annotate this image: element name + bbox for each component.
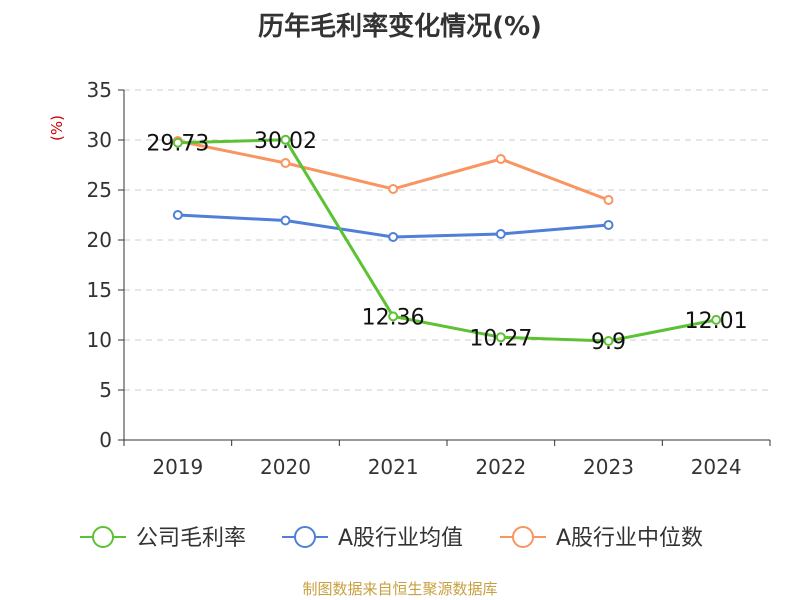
legend-marker xyxy=(294,526,316,548)
series-line xyxy=(177,138,717,343)
data-point xyxy=(280,134,291,145)
x-tick-label: 2019 xyxy=(152,455,203,479)
y-tick-label: 5 xyxy=(99,378,112,402)
data-point xyxy=(388,311,399,322)
data-point xyxy=(603,336,614,346)
data-label: 10.27 xyxy=(469,326,532,351)
y-tick-label: 10 xyxy=(87,328,112,352)
data-point xyxy=(603,195,614,205)
data-point xyxy=(172,210,183,220)
data-label: 12.01 xyxy=(685,309,748,334)
data-point xyxy=(388,184,399,194)
data-label: 30.02 xyxy=(254,129,317,154)
legend-label: A股行业中位数 xyxy=(556,526,703,551)
y-tick-label: 25 xyxy=(87,178,112,202)
data-point xyxy=(495,332,506,343)
data-point xyxy=(603,220,614,230)
legend-marker xyxy=(92,526,114,548)
y-tick-label: 30 xyxy=(87,128,112,152)
legend-marker xyxy=(512,526,534,548)
x-tick-label: 2020 xyxy=(260,455,311,479)
data-label: 9.9 xyxy=(591,330,626,355)
y-tick-label: 20 xyxy=(87,228,112,252)
x-tick-label: 2024 xyxy=(691,455,742,479)
data-label: 29.73 xyxy=(146,132,209,157)
data-point xyxy=(388,232,399,242)
data-point xyxy=(711,314,722,325)
data-point xyxy=(495,154,506,164)
chart-title: 历年毛利率变化情况(%) xyxy=(258,12,542,42)
y-tick-label: 0 xyxy=(99,428,112,452)
data-point xyxy=(280,215,291,226)
data-label: 12.36 xyxy=(362,305,425,330)
x-tick-label: 2021 xyxy=(368,455,419,479)
y-tick-label: 15 xyxy=(87,278,112,302)
x-tick-label: 2023 xyxy=(583,455,634,479)
data-source-note: 制图数据来自恒生聚源数据库 xyxy=(302,580,498,598)
data-point xyxy=(495,229,506,239)
legend-label: A股行业均值 xyxy=(338,526,463,551)
y-tick-label: 35 xyxy=(87,78,112,102)
data-point xyxy=(172,137,183,148)
x-tick-label: 2022 xyxy=(475,455,526,479)
legend-label: 公司毛利率 xyxy=(136,526,246,551)
y-axis-unit-label: (%) xyxy=(48,115,66,141)
data-point xyxy=(280,158,291,168)
